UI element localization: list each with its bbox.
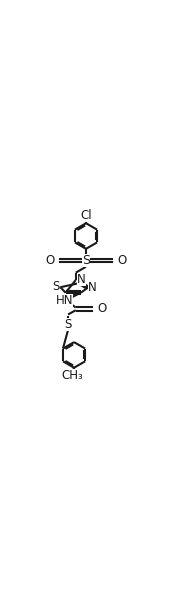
- Text: S: S: [82, 254, 90, 267]
- Text: O: O: [118, 254, 127, 267]
- Text: N: N: [77, 273, 86, 286]
- Text: S: S: [52, 280, 59, 293]
- Text: O: O: [45, 254, 54, 267]
- Text: HN: HN: [55, 295, 73, 307]
- Text: N: N: [88, 281, 97, 294]
- Text: S: S: [64, 318, 72, 331]
- Text: CH₃: CH₃: [61, 370, 83, 382]
- Text: O: O: [97, 302, 106, 316]
- Text: Cl: Cl: [80, 209, 92, 222]
